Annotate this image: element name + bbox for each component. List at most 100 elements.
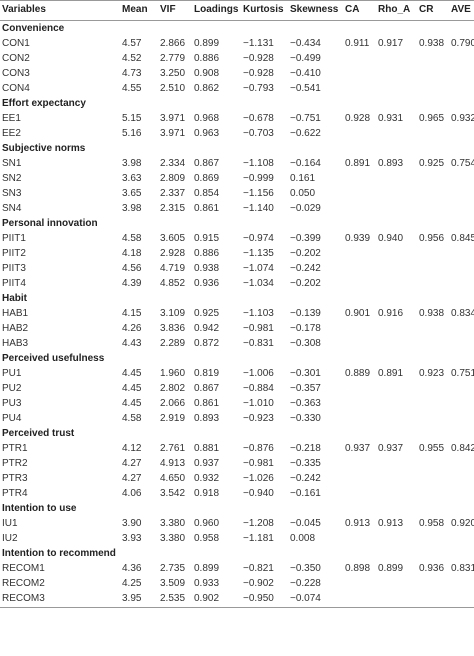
column-header: Rho_A [378, 4, 411, 15]
cell-value: −0.499 [290, 53, 321, 64]
item-label: RECOM2 [2, 578, 45, 589]
cell-value: 0.898 [345, 563, 371, 574]
item-label: EE2 [2, 128, 21, 139]
cell-value: −0.876 [243, 443, 274, 454]
cell-value: −0.622 [290, 128, 321, 139]
cell-value: 4.25 [122, 578, 142, 589]
cell-value: 3.971 [160, 128, 186, 139]
cell-value: 2.866 [160, 38, 186, 49]
cell-value: 3.605 [160, 233, 186, 244]
cell-value: 0.893 [194, 413, 220, 424]
item-label: CON3 [2, 68, 30, 79]
cell-value: −0.434 [290, 38, 321, 49]
cell-value: 2.779 [160, 53, 186, 64]
item-label: SN4 [2, 203, 22, 214]
cell-value: 0.754 [451, 158, 474, 169]
cell-value: 0.891 [345, 158, 371, 169]
cell-value: 0.831 [451, 563, 474, 574]
item-label: SN1 [2, 158, 22, 169]
cell-value: 0.925 [419, 158, 445, 169]
cell-value: 4.719 [160, 263, 186, 274]
cell-value: 0.913 [345, 518, 371, 529]
cell-value: 4.73 [122, 68, 142, 79]
cell-value: −1.010 [243, 398, 274, 409]
cell-value: −0.940 [243, 488, 274, 499]
cell-value: 0.932 [194, 473, 220, 484]
cell-value: −0.541 [290, 83, 321, 94]
cell-value: −0.981 [243, 323, 274, 334]
cell-value: 4.52 [122, 53, 142, 64]
cell-value: 0.867 [194, 158, 220, 169]
cell-value: 3.836 [160, 323, 186, 334]
cell-value: 4.58 [122, 413, 142, 424]
cell-value: 0.965 [419, 113, 445, 124]
cell-value: 3.90 [122, 518, 142, 529]
cell-value: 4.26 [122, 323, 142, 334]
item-label: PTR2 [2, 458, 28, 469]
cell-value: 0.938 [194, 263, 220, 274]
cell-value: −0.363 [290, 398, 321, 409]
cell-value: 3.109 [160, 308, 186, 319]
group-label: Convenience [2, 23, 65, 34]
cell-value: −0.981 [243, 458, 274, 469]
cell-value: 4.45 [122, 398, 142, 409]
item-label: SN2 [2, 173, 22, 184]
cell-value: −1.034 [243, 278, 274, 289]
cell-value: −0.974 [243, 233, 274, 244]
cell-value: 0.886 [194, 248, 220, 259]
cell-value: −0.999 [243, 173, 274, 184]
cell-value: 3.95 [122, 593, 142, 604]
item-label: CON2 [2, 53, 30, 64]
cell-value: 5.15 [122, 113, 142, 124]
cell-value: 4.15 [122, 308, 142, 319]
cell-value: 0.751 [451, 368, 474, 379]
cell-value: 0.942 [194, 323, 220, 334]
header-rule [0, 20, 474, 21]
cell-value: −1.135 [243, 248, 274, 259]
column-header: AVE [451, 4, 471, 15]
cell-value: 0.901 [345, 308, 371, 319]
group-label: Intention to recommend [2, 548, 116, 559]
cell-value: 4.27 [122, 473, 142, 484]
cell-value: 2.315 [160, 203, 186, 214]
cell-value: 0.819 [194, 368, 220, 379]
cell-value: −0.202 [290, 248, 321, 259]
cell-value: 0.842 [451, 443, 474, 454]
cell-value: −0.793 [243, 83, 274, 94]
item-label: PU3 [2, 398, 22, 409]
cell-value: −0.928 [243, 53, 274, 64]
item-label: SN3 [2, 188, 22, 199]
cell-value: 0.968 [194, 113, 220, 124]
cell-value: 0.889 [345, 368, 371, 379]
cell-value: 0.916 [378, 308, 404, 319]
cell-value: 4.57 [122, 38, 142, 49]
cell-value: 0.862 [194, 83, 220, 94]
cell-value: −0.228 [290, 578, 321, 589]
cell-value: 0.920 [451, 518, 474, 529]
cell-value: −0.923 [243, 413, 274, 424]
cell-value: 2.802 [160, 383, 186, 394]
cell-value: 0.893 [378, 158, 404, 169]
cell-value: 4.45 [122, 383, 142, 394]
cell-value: −0.202 [290, 278, 321, 289]
cell-value: 5.16 [122, 128, 142, 139]
cell-value: 2.761 [160, 443, 186, 454]
cell-value: 0.913 [378, 518, 404, 529]
cell-value: 3.93 [122, 533, 142, 544]
cell-value: 0.925 [194, 308, 220, 319]
cell-value: −0.029 [290, 203, 321, 214]
cell-value: −0.139 [290, 308, 321, 319]
cell-value: −0.821 [243, 563, 274, 574]
cell-value: 0.899 [378, 563, 404, 574]
cell-value: 0.899 [194, 38, 220, 49]
group-label: Effort expectancy [2, 98, 86, 109]
column-header: Kurtosis [243, 4, 284, 15]
cell-value: −1.181 [243, 533, 274, 544]
item-label: CON1 [2, 38, 30, 49]
cell-value: 3.542 [160, 488, 186, 499]
cell-value: 4.913 [160, 458, 186, 469]
item-label: RECOM1 [2, 563, 45, 574]
cell-value: 4.18 [122, 248, 142, 259]
cell-value: 0.872 [194, 338, 220, 349]
